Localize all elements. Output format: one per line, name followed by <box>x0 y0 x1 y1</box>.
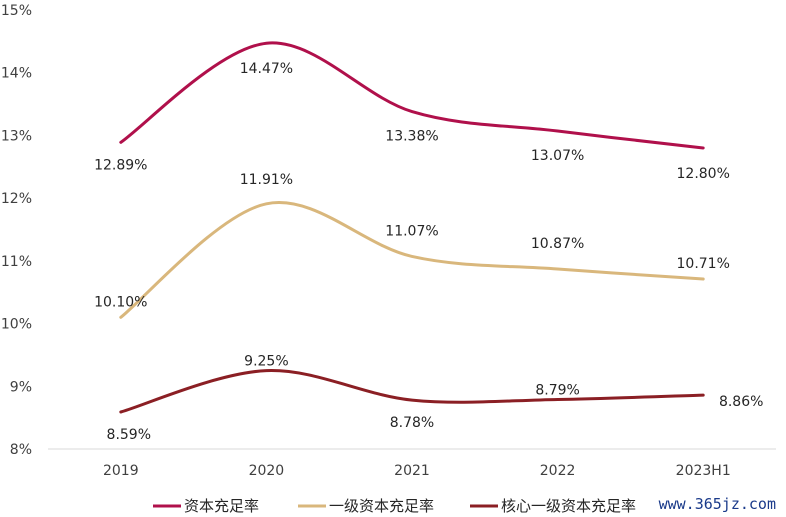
legend-label: 核心一级资本充足率 <box>501 497 636 515</box>
data-label: 13.38% <box>385 129 438 145</box>
legend-item: 一级资本充足率 <box>298 497 434 515</box>
data-label: 11.07% <box>385 223 438 239</box>
series-line <box>119 41 705 150</box>
data-label: 8.86% <box>719 394 763 410</box>
series-line <box>119 201 705 319</box>
y-tick-label: 13% <box>1 128 32 144</box>
legend-label: 资本充足率 <box>184 497 259 515</box>
data-label: 9.25% <box>244 354 288 370</box>
y-tick-label: 12% <box>1 191 32 207</box>
series-lines <box>119 41 705 414</box>
y-tick-label: 9% <box>10 379 32 395</box>
data-labels: 12.89% 14.47% 13.38% 13.07% 12.80% 10.10% 11.9… <box>94 61 763 443</box>
y-tick-label: 14% <box>1 66 32 82</box>
y-tick-label: 15% <box>1 3 32 19</box>
x-tick-label: 2020 <box>249 463 285 479</box>
data-label: 12.89% <box>94 157 147 173</box>
y-tick-label: 10% <box>1 317 32 333</box>
y-axis-ticks: 8% 9% 10% 11% 12% 13% 14% 15% <box>1 3 32 458</box>
legend-item: 资本充足率 <box>153 497 259 515</box>
y-tick-label: 8% <box>10 442 32 458</box>
data-label: 8.78% <box>390 415 434 431</box>
data-label: 8.59% <box>107 427 151 443</box>
watermark: www.365jz.com <box>658 495 776 513</box>
data-label: 10.10% <box>94 294 147 310</box>
legend: 资本充足率 一级资本充足率 核心一级资本充足率 <box>153 497 636 515</box>
y-tick-label: 11% <box>1 254 32 270</box>
data-label: 8.79% <box>535 382 579 398</box>
legend-item: 核心一级资本充足率 <box>470 497 636 515</box>
data-label: 12.80% <box>677 166 730 182</box>
legend-label: 一级资本充足率 <box>329 497 434 515</box>
x-tick-label: 2023H1 <box>676 463 731 479</box>
data-label: 10.87% <box>531 236 584 252</box>
x-tick-label: 2019 <box>103 463 139 479</box>
x-tick-label: 2022 <box>540 463 576 479</box>
data-label: 11.91% <box>240 172 293 188</box>
data-label: 14.47% <box>240 61 293 77</box>
series-line <box>119 369 705 414</box>
data-label: 13.07% <box>531 148 584 164</box>
data-label: 10.71% <box>677 256 730 272</box>
x-axis-ticks: 2019 2020 2021 2022 2023H1 <box>103 463 731 479</box>
x-tick-label: 2021 <box>394 463 430 479</box>
